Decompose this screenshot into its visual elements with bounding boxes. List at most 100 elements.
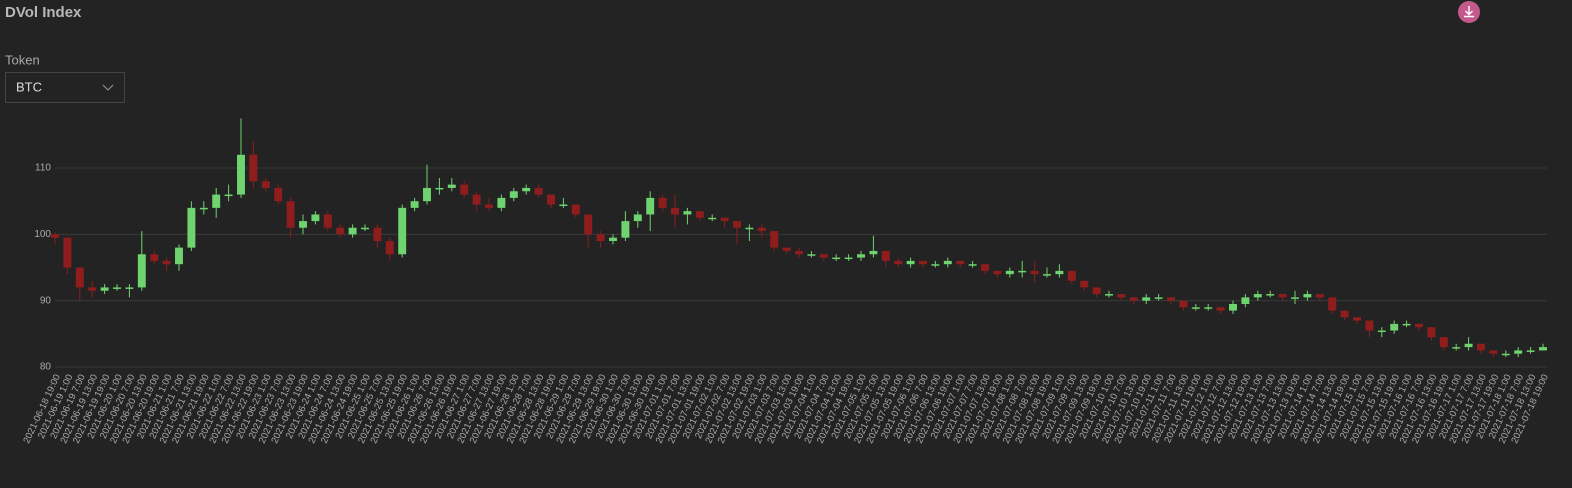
candle-body xyxy=(237,154,245,195)
candle-body xyxy=(1043,274,1051,276)
candle-body xyxy=(931,264,940,266)
candle-body xyxy=(1154,297,1163,299)
select-arrow xyxy=(102,84,114,91)
candle-body xyxy=(993,270,1002,275)
candle-body xyxy=(113,287,121,289)
candle-body xyxy=(646,197,655,215)
candle-body xyxy=(1216,307,1225,311)
candle-body xyxy=(410,201,419,208)
candle-body xyxy=(460,184,469,195)
candle-body xyxy=(1067,270,1076,281)
candle-body xyxy=(1105,294,1113,296)
candle-body xyxy=(249,154,258,182)
candle-body xyxy=(348,227,357,235)
candle-body xyxy=(1477,343,1485,351)
candle-body xyxy=(199,207,208,210)
candle-body xyxy=(1501,353,1510,356)
candle-body xyxy=(299,221,307,228)
candle-body xyxy=(844,257,853,260)
candle-body xyxy=(373,227,382,241)
candle-body xyxy=(88,287,97,291)
candle-body xyxy=(671,207,679,215)
candle-body xyxy=(1340,310,1349,318)
candle-body xyxy=(1353,317,1361,321)
candle-body xyxy=(782,247,791,251)
candle-body xyxy=(224,194,233,197)
candle-body xyxy=(261,181,270,188)
candle-body xyxy=(1427,327,1436,338)
candle-body xyxy=(832,257,841,260)
candle-body xyxy=(150,254,159,261)
candle-body xyxy=(435,187,444,190)
candle-body xyxy=(212,194,221,208)
candle-body xyxy=(1229,304,1237,311)
candle-body xyxy=(1167,297,1175,301)
candle-body xyxy=(447,184,456,188)
candle-body xyxy=(51,234,59,238)
candle-body xyxy=(1018,270,1027,273)
candle-body xyxy=(757,227,766,232)
candle-body xyxy=(596,234,605,241)
y-tick-label: 90 xyxy=(40,295,52,306)
candle-body xyxy=(1179,300,1188,308)
y-tick-label: 80 xyxy=(40,362,52,373)
candle-body xyxy=(621,221,630,238)
candle-body xyxy=(584,214,593,235)
candle-body xyxy=(1489,350,1498,354)
candle-body xyxy=(1439,337,1448,348)
candle-body xyxy=(559,204,568,207)
candle-body xyxy=(286,201,295,228)
candle-body xyxy=(1055,270,1064,275)
candle-body xyxy=(534,187,543,195)
candle-body xyxy=(1365,320,1374,331)
candle-body xyxy=(1328,297,1337,311)
candle-body xyxy=(1092,287,1101,295)
candle-body xyxy=(75,267,84,288)
candle-body xyxy=(1377,330,1386,333)
candle-body xyxy=(1005,270,1014,275)
candle-body xyxy=(385,241,394,255)
candle-body xyxy=(1291,297,1299,299)
candle-body xyxy=(398,207,407,255)
token-value: BTC xyxy=(16,79,42,94)
candle-body xyxy=(733,221,741,228)
candle-body xyxy=(125,287,134,289)
candle-body xyxy=(1303,294,1312,298)
candle-body xyxy=(720,217,729,222)
candle-body xyxy=(968,264,977,266)
candle-body xyxy=(819,254,828,258)
candle-body xyxy=(1452,347,1461,349)
candle-body xyxy=(323,214,332,228)
candle-body xyxy=(485,204,493,208)
candle-body xyxy=(633,214,642,222)
candle-body xyxy=(981,264,989,271)
candle-body xyxy=(1191,307,1200,309)
candle-body xyxy=(919,260,927,265)
token-select[interactable] xyxy=(5,72,125,103)
candle-body xyxy=(906,260,915,265)
candle-body xyxy=(311,214,320,222)
candle-body xyxy=(361,227,369,230)
candle-body xyxy=(1390,323,1399,331)
candle-body xyxy=(274,187,283,202)
candle-body xyxy=(1080,280,1089,288)
candle-body xyxy=(1204,307,1213,309)
candle-body xyxy=(609,237,617,241)
candle-body xyxy=(869,250,878,255)
candle-body xyxy=(956,260,965,265)
candle-body xyxy=(1266,294,1275,296)
candle-body xyxy=(137,254,146,288)
candle-body xyxy=(571,204,580,215)
y-tick-label: 110 xyxy=(35,163,51,174)
candle-body xyxy=(683,211,692,215)
candle-body xyxy=(63,237,72,268)
candle-body xyxy=(497,197,506,208)
candle-body xyxy=(522,187,531,192)
chart-title: DVol Index xyxy=(5,4,82,21)
candle-body xyxy=(745,227,754,230)
candle-body xyxy=(336,227,345,235)
candle-body xyxy=(1030,270,1039,275)
candle-body xyxy=(423,187,431,202)
candle-body xyxy=(1514,350,1523,354)
